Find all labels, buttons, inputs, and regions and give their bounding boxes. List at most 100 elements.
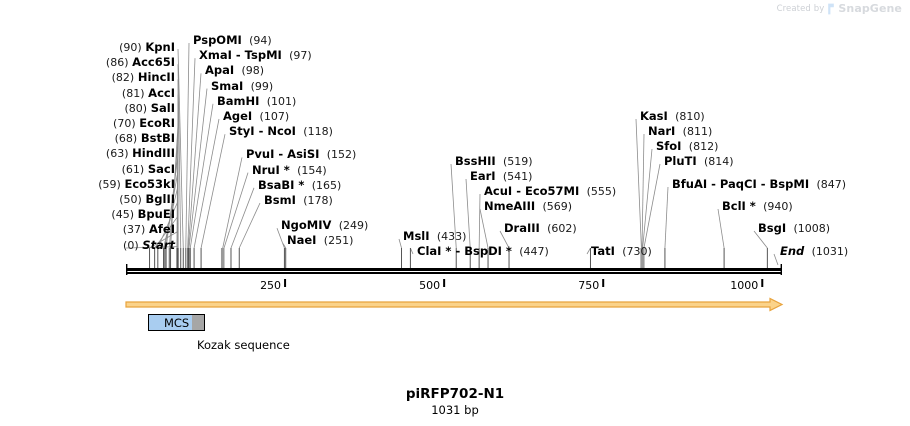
enzyme-name: BclI * <box>722 199 756 213</box>
enzyme-name: DraIII <box>504 221 540 235</box>
ruler-tick <box>761 279 764 287</box>
enzyme-label: (82) HincII <box>112 71 175 84</box>
name-separator: - <box>274 147 288 162</box>
enzyme-label: (37) AfeI <box>123 223 175 236</box>
enzyme-position: (165) <box>311 178 342 192</box>
enzyme-position: (98) <box>241 64 265 78</box>
backbone-start-cap <box>126 264 128 275</box>
enzyme-name: AcuI <box>484 184 513 198</box>
enzyme-name: AccI <box>148 85 175 100</box>
enzyme-position: (810) <box>675 110 705 123</box>
ruler-label: 750 <box>578 279 600 292</box>
leader-lines-group <box>125 42 779 266</box>
enzyme-position: (50) <box>119 193 142 206</box>
site-tick <box>188 248 190 268</box>
enzyme-label: NarI (811) <box>648 125 712 138</box>
enzyme-position: (602) <box>547 222 577 235</box>
leader-line <box>717 208 725 249</box>
ruler-tick <box>443 279 446 287</box>
enzyme-label: PspOMI (94) <box>193 34 272 47</box>
enzyme-name: PvuI <box>246 147 275 162</box>
enzyme-name: BspMI <box>769 177 810 191</box>
enzyme-position: (178) <box>303 194 333 207</box>
snapgene-logo-icon <box>827 3 835 15</box>
leader-line <box>177 48 184 249</box>
site-ticks-group <box>149 248 768 268</box>
enzyme-position: (86) <box>105 56 129 70</box>
enzyme-label: KasI (810) <box>640 110 705 123</box>
site-tick-cluster <box>640 248 645 268</box>
enzyme-position: (0) <box>123 238 139 252</box>
enzyme-position: (154) <box>297 163 327 177</box>
leader-line <box>165 155 179 249</box>
enzyme-position: (812) <box>688 140 719 153</box>
leader-line <box>664 186 669 249</box>
enzyme-name: KpnI <box>145 40 175 54</box>
enzyme-label: (61) SacI <box>122 163 175 176</box>
site-tick <box>154 248 156 268</box>
enzyme-name: NaeI <box>287 233 317 248</box>
site-tick <box>285 248 287 268</box>
enzyme-label: BsmI (178) <box>264 194 333 207</box>
enzyme-position: (107) <box>259 110 290 123</box>
backbone-group <box>126 264 782 275</box>
enzyme-label: PvuI - AsiSI (152) <box>246 148 356 161</box>
enzyme-name: HincII <box>137 70 175 85</box>
leader-line <box>164 170 179 249</box>
enzyme-position: (519) <box>502 155 533 168</box>
enzyme-label: (50) BglII <box>119 193 175 206</box>
enzyme-position: (940) <box>763 200 793 213</box>
enzyme-name: BsmI <box>264 193 296 207</box>
enzyme-label: NaeI (251) <box>287 234 353 247</box>
enzyme-name: BpuEI <box>137 207 175 222</box>
name-separator: - <box>451 244 465 258</box>
backbone-line <box>126 268 782 271</box>
enzyme-name: BfuAI <box>672 177 708 191</box>
backbone-line-lower <box>126 272 782 274</box>
site-tick <box>170 248 172 268</box>
enzyme-name: Start <box>142 237 175 252</box>
leader-line <box>189 103 214 249</box>
orange-track-group <box>125 297 784 312</box>
enzyme-name: BspDI * <box>464 244 512 258</box>
name-separator: - <box>512 184 525 198</box>
site-tick <box>180 248 182 268</box>
leader-line <box>188 88 208 249</box>
leader-line <box>635 118 642 249</box>
enzyme-name: EcoRI <box>139 116 175 130</box>
feature-label: MCS <box>163 315 190 330</box>
leader-line <box>282 243 287 249</box>
enzyme-label: TatI (730) <box>591 245 652 258</box>
enzyme-label: SfoI (812) <box>656 140 718 153</box>
enzyme-name: End <box>780 244 805 258</box>
enzyme-name: BamHI <box>217 93 260 108</box>
leader-line <box>177 64 182 249</box>
enzyme-position: (569) <box>542 200 573 213</box>
enzyme-position: (63) <box>105 147 129 161</box>
enzyme-label: (63) HindIII <box>106 147 175 160</box>
enzyme-label: (90) KpnI <box>119 41 175 54</box>
leader-line <box>642 148 653 249</box>
leader-line <box>157 200 179 249</box>
site-tick <box>177 248 179 268</box>
site-tick <box>182 248 184 268</box>
enzyme-position: (59) <box>98 177 121 191</box>
enzyme-name: NcoI <box>267 124 296 139</box>
enzyme-name: BsgI <box>758 221 787 235</box>
enzyme-position: (730) <box>622 245 652 258</box>
ruler-label: 500 <box>419 279 441 292</box>
enzyme-name: ClaI * <box>417 244 452 258</box>
enzyme-name: NmeAIII <box>484 199 536 213</box>
enzyme-position: (1008) <box>793 222 831 235</box>
leader-line <box>773 253 779 266</box>
site-tick <box>283 248 285 268</box>
name-separator: - <box>231 48 245 63</box>
site-tick <box>157 248 159 268</box>
enzyme-label: BsgI (1008) <box>758 222 830 235</box>
snapgene-watermark: Created by SnapGene <box>777 2 902 15</box>
enzyme-label: (80) SalI <box>124 102 175 115</box>
site-tick <box>455 248 457 268</box>
enzyme-name: AfeI <box>149 222 175 237</box>
ruler-group <box>284 279 764 287</box>
feature-mcs[interactable]: MCS <box>148 314 205 331</box>
